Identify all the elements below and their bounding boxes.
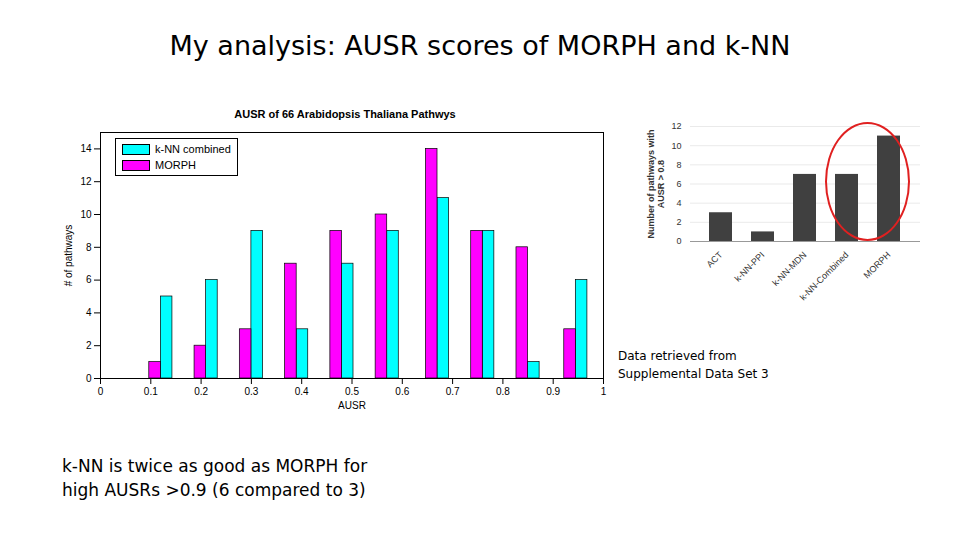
svg-text:14: 14	[80, 143, 92, 154]
svg-text:4: 4	[86, 307, 92, 318]
svg-text:10: 10	[80, 209, 92, 220]
svg-text:k-NN-PPI: k-NN-PPI	[733, 250, 767, 284]
svg-text:12: 12	[671, 121, 681, 131]
svg-text:2: 2	[86, 340, 92, 351]
html-text:Data retrieved from Supplement: Data retrieved from Supplemental Data Se…	[618, 349, 769, 381]
svg-text:0.6: 0.6	[395, 386, 409, 397]
svg-text:0.9: 0.9	[546, 386, 560, 397]
svg-text:k-NN-MDN: k-NN-MDN	[770, 250, 808, 288]
html-text:k-NN combined: k-NN combined	[155, 143, 231, 155]
svg-text:8: 8	[676, 160, 681, 170]
svg-text:8: 8	[86, 242, 92, 253]
svg-text:1: 1	[601, 386, 607, 397]
svg-text:0.2: 0.2	[194, 386, 208, 397]
svg-text:10: 10	[671, 141, 681, 151]
html-text:My analysis: AUSR scores of MO: My analysis: AUSR scores of MORPH and k-…	[169, 30, 791, 61]
svg-text:12: 12	[80, 176, 92, 187]
svg-text:6: 6	[86, 274, 92, 285]
html-text:k-NN is twice as good as MORPH: k-NN is twice as good as MORPH for high …	[62, 456, 368, 500]
svg-text:0: 0	[86, 373, 92, 384]
svg-text:MORPH: MORPH	[862, 250, 893, 281]
svg-text:2: 2	[676, 217, 681, 227]
svg-text:4: 4	[676, 198, 681, 208]
svg-text:6: 6	[676, 179, 681, 189]
svg-text:0.7: 0.7	[446, 386, 460, 397]
svg-text:0.4: 0.4	[295, 386, 309, 397]
svg-text:0.8: 0.8	[496, 386, 510, 397]
html-text:Number of pathways with AUSR >: Number of pathways with AUSR > 0.8	[646, 129, 666, 238]
html-text:AUSR of 66 Arabidopsis Thalian: AUSR of 66 Arabidopsis Thaliana Pathwys	[234, 108, 456, 120]
svg-text:ACT: ACT	[705, 249, 725, 269]
svg-text:k-NN-Combined: k-NN-Combined	[798, 250, 851, 303]
svg-text:0.3: 0.3	[244, 386, 258, 397]
svg-text:0: 0	[98, 386, 104, 397]
svg-text:0: 0	[676, 236, 681, 246]
svg-text:0.1: 0.1	[144, 386, 158, 397]
svg-text:# of pathways: # of pathways	[63, 225, 74, 287]
svg-text:0.5: 0.5	[345, 386, 359, 397]
html-text:MORPH: MORPH	[155, 159, 196, 171]
svg-text:AUSR: AUSR	[338, 400, 366, 411]
